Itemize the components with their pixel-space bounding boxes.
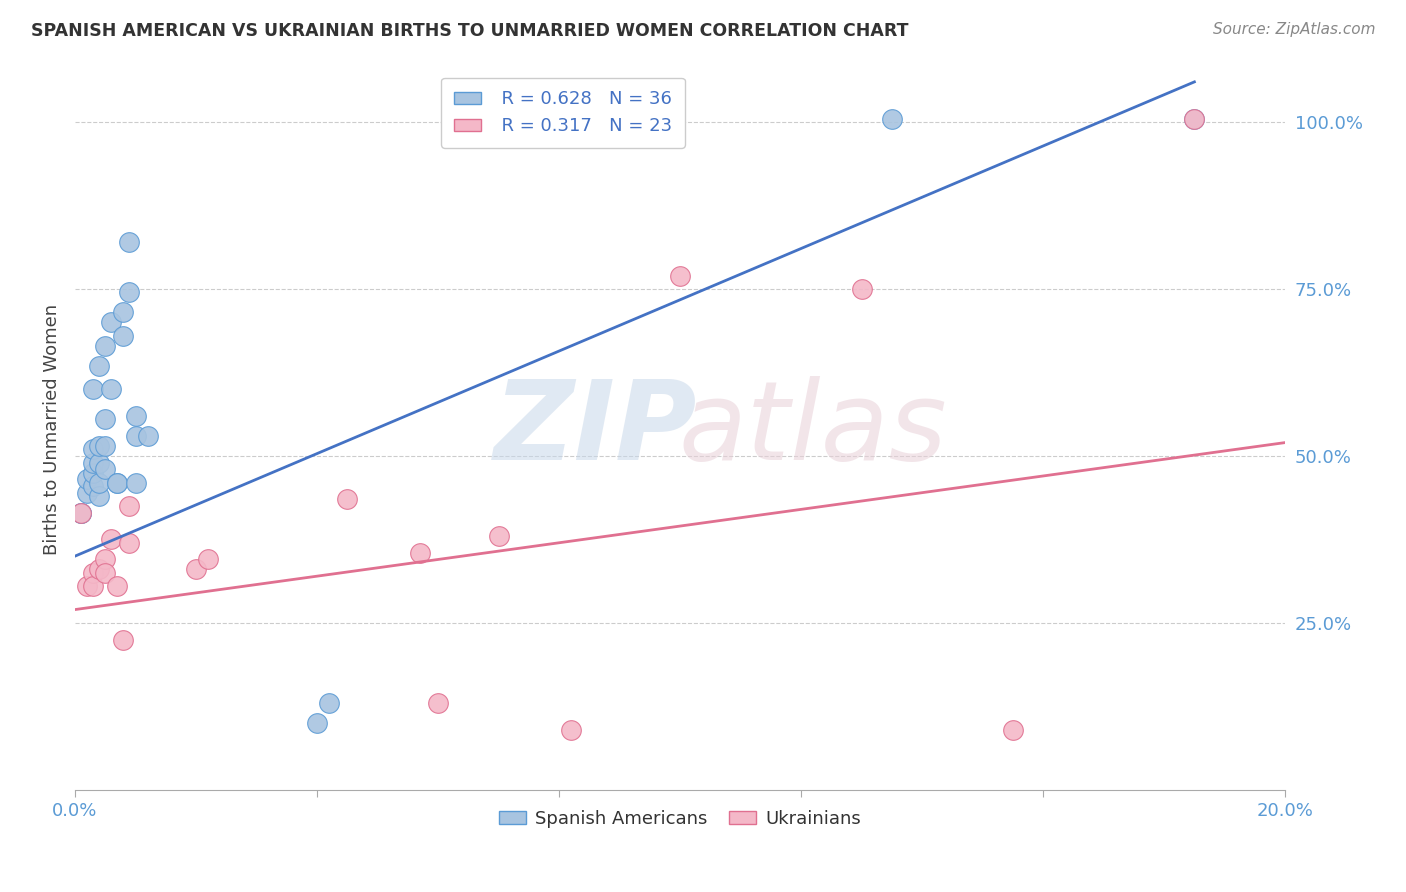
- Point: [1001, 723, 1024, 737]
- Point: [124, 409, 146, 423]
- Point: [70, 506, 93, 520]
- Point: [318, 696, 340, 710]
- Point: [105, 475, 128, 490]
- Point: [82, 479, 104, 493]
- Point: [427, 696, 450, 710]
- Point: [118, 235, 141, 250]
- Point: [89, 562, 111, 576]
- Point: [105, 475, 128, 490]
- Point: [609, 112, 631, 126]
- Point: [305, 716, 328, 731]
- Point: [336, 492, 359, 507]
- Legend: Spanish Americans, Ukrainians: Spanish Americans, Ukrainians: [492, 803, 869, 835]
- Point: [112, 328, 135, 343]
- Point: [488, 529, 510, 543]
- Point: [197, 552, 219, 566]
- Point: [669, 268, 692, 283]
- Point: [100, 315, 122, 329]
- Point: [118, 499, 141, 513]
- Point: [578, 112, 600, 126]
- Point: [112, 632, 135, 647]
- Point: [94, 339, 117, 353]
- Point: [560, 723, 582, 737]
- Point: [94, 439, 117, 453]
- Point: [82, 382, 104, 396]
- Point: [118, 535, 141, 549]
- Point: [1182, 112, 1205, 126]
- Point: [82, 466, 104, 480]
- Point: [70, 506, 93, 520]
- Point: [880, 112, 903, 126]
- Point: [76, 485, 98, 500]
- Text: ZIP: ZIP: [494, 376, 697, 483]
- Point: [89, 489, 111, 503]
- Point: [118, 285, 141, 300]
- Point: [1182, 112, 1205, 126]
- Point: [94, 462, 117, 476]
- Point: [76, 472, 98, 486]
- Point: [124, 429, 146, 443]
- Text: SPANISH AMERICAN VS UKRAINIAN BIRTHS TO UNMARRIED WOMEN CORRELATION CHART: SPANISH AMERICAN VS UKRAINIAN BIRTHS TO …: [31, 22, 908, 40]
- Point: [94, 412, 117, 426]
- Point: [112, 305, 135, 319]
- Point: [89, 456, 111, 470]
- Point: [82, 456, 104, 470]
- Point: [94, 552, 117, 566]
- Point: [82, 579, 104, 593]
- Point: [94, 566, 117, 580]
- Point: [89, 439, 111, 453]
- Point: [82, 442, 104, 457]
- Point: [89, 475, 111, 490]
- Point: [409, 546, 432, 560]
- Point: [105, 579, 128, 593]
- Text: Source: ZipAtlas.com: Source: ZipAtlas.com: [1212, 22, 1375, 37]
- Point: [76, 579, 98, 593]
- Point: [82, 566, 104, 580]
- Point: [100, 382, 122, 396]
- Point: [851, 282, 873, 296]
- Point: [89, 359, 111, 373]
- Y-axis label: Births to Unmarried Women: Births to Unmarried Women: [44, 303, 60, 555]
- Point: [100, 533, 122, 547]
- Text: atlas: atlas: [679, 376, 948, 483]
- Point: [136, 429, 159, 443]
- Point: [124, 475, 146, 490]
- Point: [184, 562, 207, 576]
- Point: [70, 506, 93, 520]
